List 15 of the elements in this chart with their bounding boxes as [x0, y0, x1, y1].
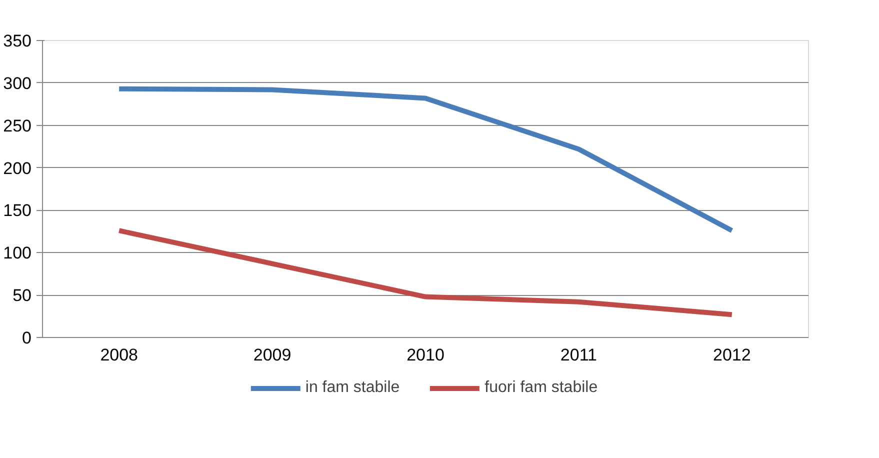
x-tick-label: 2009	[253, 346, 292, 364]
y-tick-label: 350	[3, 32, 32, 50]
y-tick-label: 300	[3, 74, 32, 93]
legend-label: fuori fam stabile	[484, 379, 598, 397]
y-tick-label: 250	[3, 116, 32, 136]
y-tick-label: 100	[3, 244, 32, 263]
x-tick-label: 2010	[406, 346, 444, 364]
y-tick-label: 0	[22, 328, 32, 348]
x-tick-label: 2012	[712, 346, 751, 364]
y-tick-label: 150	[3, 201, 32, 220]
legend-label: in fam stabile	[305, 379, 400, 397]
y-tick-label: 200	[3, 158, 32, 178]
y-tick-label: 50	[12, 286, 32, 306]
x-tick-label: 2008	[100, 346, 138, 364]
x-tick-label: 2011	[560, 346, 597, 364]
